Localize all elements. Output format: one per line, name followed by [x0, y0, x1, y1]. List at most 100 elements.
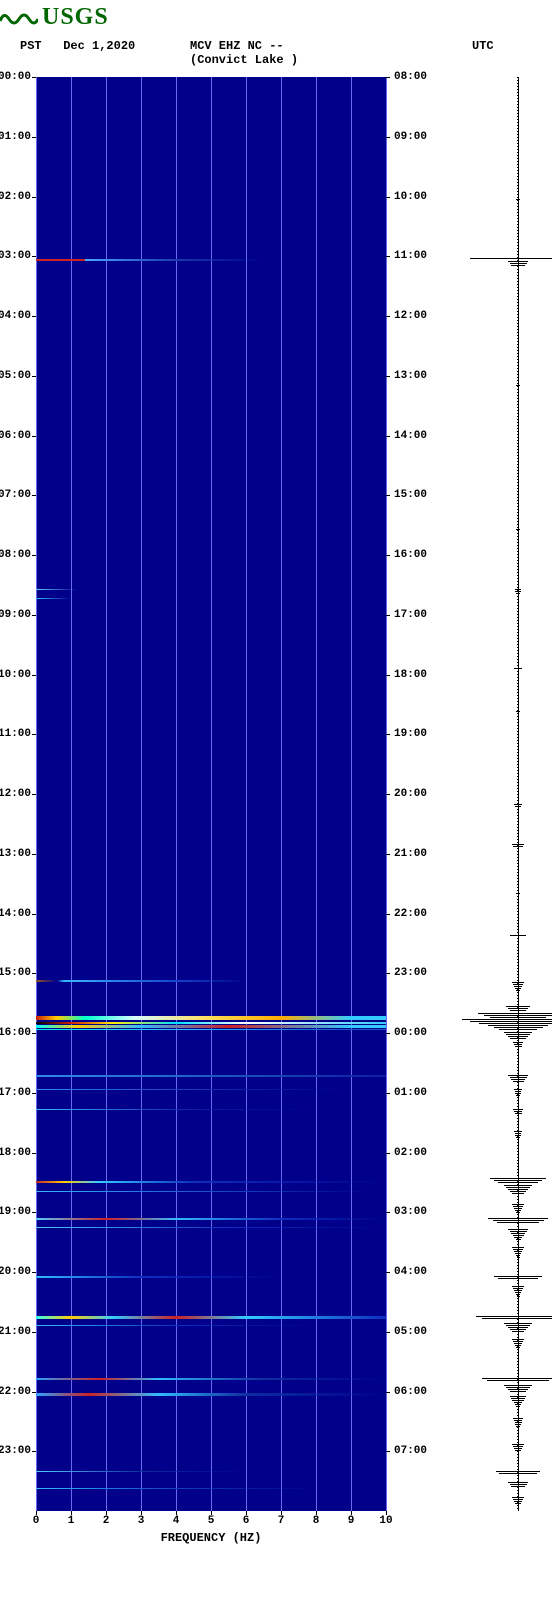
right-tick — [386, 1451, 390, 1452]
wiggle-line — [517, 428, 519, 429]
wiggle-line — [517, 971, 519, 972]
left-tick — [32, 495, 36, 496]
wiggle-line — [515, 1292, 522, 1293]
spectral-event — [36, 1276, 386, 1278]
utc-label: 13:00 — [394, 370, 427, 382]
wiggle-line — [516, 1255, 521, 1256]
right-tick — [386, 495, 390, 496]
pst-label: 19:00 — [0, 1206, 31, 1218]
left-tick — [32, 1332, 36, 1333]
right-tick — [386, 316, 390, 317]
wiggle-line — [517, 938, 519, 939]
wiggle-line — [517, 206, 519, 207]
wiggle-line — [517, 140, 519, 141]
wiggle-line — [517, 329, 519, 330]
wiggle-line — [514, 1237, 522, 1238]
wiggle-line — [517, 110, 519, 111]
wiggle-line — [517, 185, 519, 186]
wiggle-line — [484, 1015, 552, 1016]
wiggle-line — [517, 371, 519, 372]
wiggle-line — [517, 674, 519, 675]
wiggle-line — [515, 591, 520, 592]
spectral-event — [36, 1393, 386, 1396]
wiggle-line — [514, 1111, 523, 1112]
wiggle-line — [517, 506, 519, 507]
wiggle-line — [512, 1247, 524, 1248]
wiggle-line — [498, 1182, 537, 1183]
wiggle-line — [517, 1115, 519, 1116]
wiggle-line — [517, 659, 519, 660]
wiggle-line — [517, 980, 519, 981]
wiggle-line — [517, 767, 519, 768]
wiggle-line — [517, 725, 519, 726]
wiggle-line — [517, 704, 519, 705]
wiggle-line — [514, 1501, 522, 1502]
wiggle-line — [517, 524, 519, 525]
left-tick — [32, 436, 36, 437]
wiggle-line — [517, 1508, 519, 1509]
wiggle-line — [517, 644, 519, 645]
wiggle-line — [516, 1347, 521, 1348]
wiggle-line — [517, 89, 519, 90]
wiggle-line — [517, 1268, 519, 1269]
wiggle-line — [483, 1023, 552, 1024]
pst-label: 00:00 — [0, 71, 31, 83]
wiggle-line — [517, 497, 519, 498]
wiggle-line — [517, 107, 519, 108]
wiggle-line — [517, 188, 519, 189]
wiggle-line — [517, 572, 519, 573]
wiggle-line — [517, 815, 519, 816]
utc-label: 14:00 — [394, 430, 427, 442]
wiggle-line — [517, 392, 519, 393]
wiggle-line — [506, 1387, 530, 1388]
wiggle-line — [517, 1427, 519, 1428]
utc-label: 05:00 — [394, 1326, 427, 1338]
wiggle-line — [508, 1229, 528, 1230]
wiggle-line — [517, 1463, 519, 1464]
wiggle-line — [517, 395, 519, 396]
left-tick — [32, 914, 36, 915]
station-name: (Convict Lake ) — [190, 53, 298, 67]
left-tick — [32, 675, 36, 676]
wiggle-line — [517, 119, 519, 120]
pst-label: 20:00 — [0, 1266, 31, 1278]
wiggle-line — [517, 359, 519, 360]
wiggle-line — [517, 1196, 519, 1197]
wiggle-line — [517, 851, 519, 852]
wiggle-line — [517, 842, 519, 843]
wiggle-line — [517, 332, 519, 333]
plot-date: Dec 1,2020 — [63, 39, 135, 53]
wiggle-line — [476, 1316, 552, 1317]
wiggle-line — [517, 671, 519, 672]
wiggle-line — [517, 1082, 519, 1083]
wiggle-line — [513, 984, 523, 985]
wiggle-line — [517, 1157, 519, 1158]
wiggle-line — [517, 236, 519, 237]
wiggle-line — [504, 1323, 532, 1324]
wiggle-line — [515, 1135, 521, 1136]
pst-label: 14:00 — [0, 908, 31, 920]
wiggle-line — [514, 1290, 522, 1291]
wiggle-line — [513, 1206, 523, 1207]
wiggle-line — [517, 638, 519, 639]
wiggle-line — [511, 1486, 525, 1487]
wiggle-line — [517, 158, 519, 159]
wiggle-line — [517, 479, 519, 480]
spectral-event — [36, 589, 386, 590]
wiggle-line — [517, 200, 519, 201]
wiggle-line — [517, 818, 519, 819]
wiggle-line — [517, 209, 519, 210]
wiggle-line — [517, 854, 519, 855]
wiggle-line — [517, 1106, 519, 1107]
right-tick — [386, 197, 390, 198]
wiggle-line — [517, 230, 519, 231]
wiggle-line — [515, 1450, 522, 1451]
wiggle-line — [516, 893, 520, 894]
wiggle-line — [517, 383, 519, 384]
wiggle-line — [517, 683, 519, 684]
wiggle-line — [515, 1424, 521, 1425]
wiggle-line — [517, 197, 519, 198]
wiggle-line — [482, 1318, 552, 1319]
x-tick-label: 7 — [278, 1515, 285, 1527]
wiggle-line — [517, 932, 519, 933]
